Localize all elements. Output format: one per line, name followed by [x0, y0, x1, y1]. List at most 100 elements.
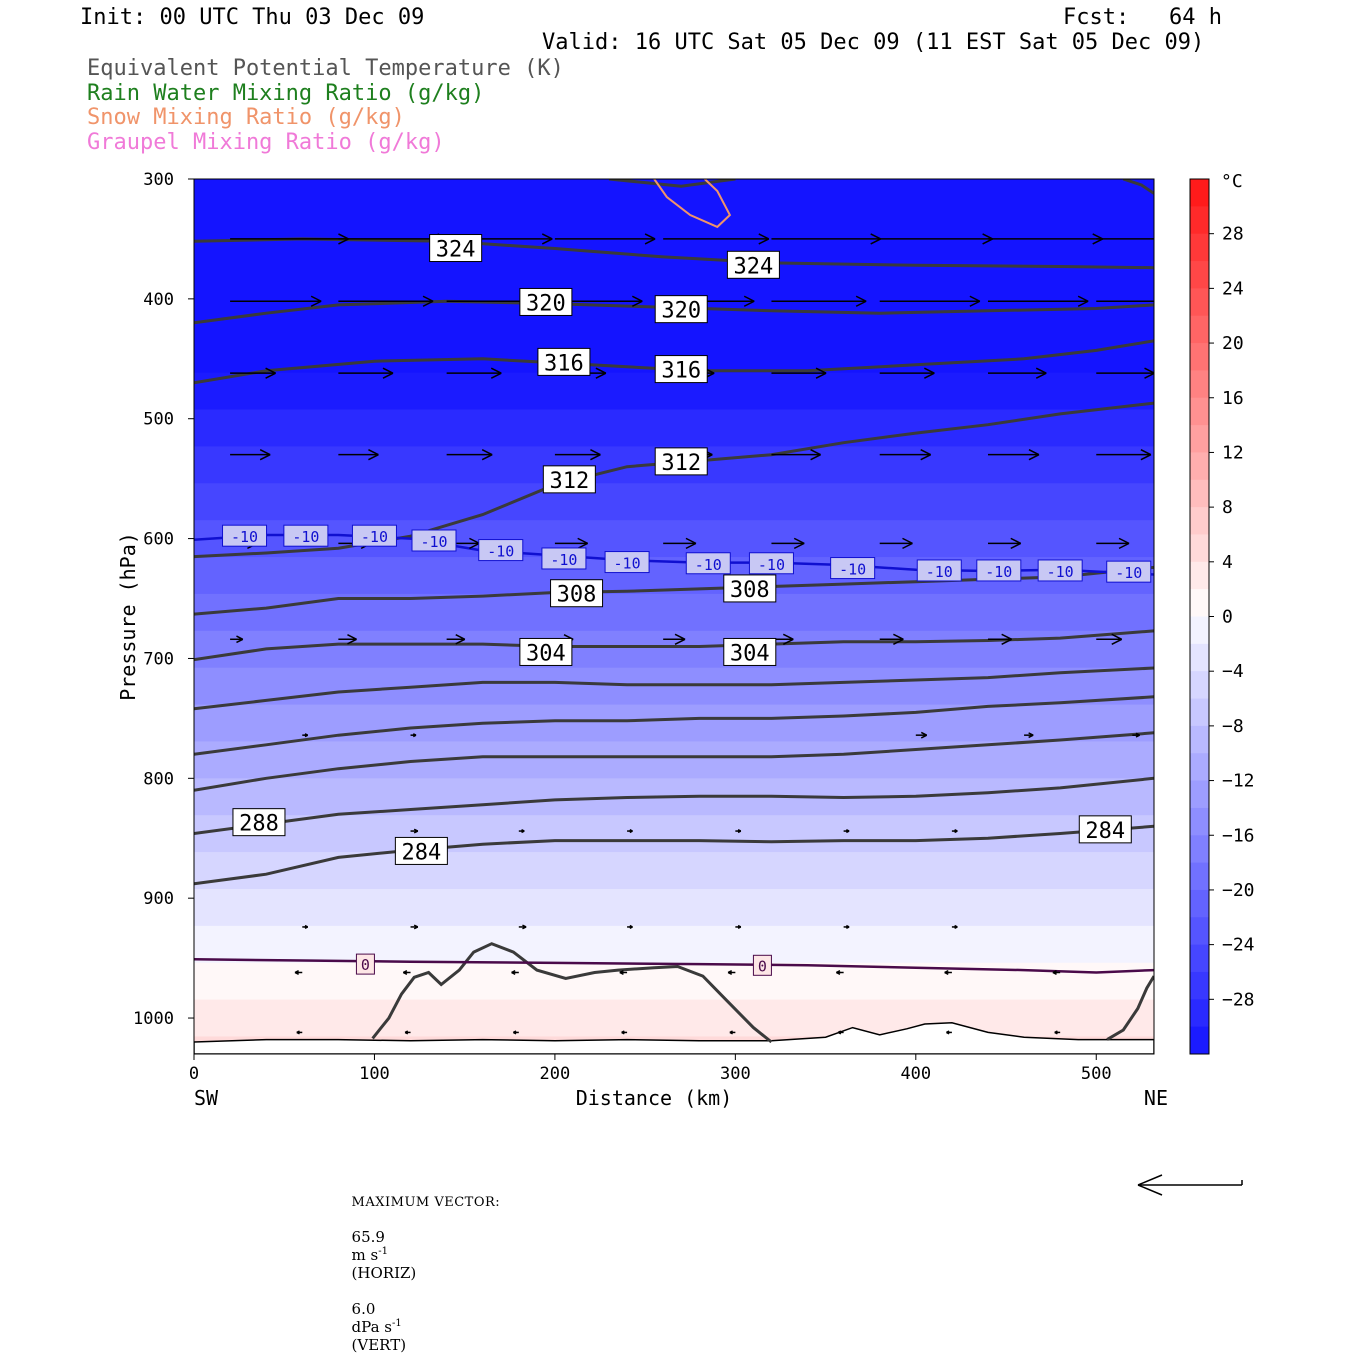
colorbar-band — [1190, 971, 1209, 1000]
isotherm-label-box — [411, 529, 457, 552]
wind-vector — [879, 367, 935, 379]
isotherm-label: -10 — [695, 556, 722, 574]
legend-entry: Equivalent Potential Temperature (K) — [87, 56, 564, 81]
colorbar-band — [1190, 917, 1209, 946]
theta-e-contour-top — [608, 179, 736, 188]
wind-vector — [771, 367, 827, 379]
y-tick-label: 400 — [143, 290, 174, 310]
theta-e-contour-304 — [194, 629, 1154, 662]
theta-e-label: 312 — [661, 451, 701, 476]
wind-vector-head — [1054, 1030, 1058, 1035]
isotherm-label: -10 — [292, 528, 319, 546]
wind-vector-head — [674, 633, 686, 645]
wind-vector-head — [810, 449, 821, 461]
vert-tag: (VERT) — [351, 1336, 407, 1354]
wind-vector — [1096, 238, 1154, 240]
temperature-band — [194, 261, 1154, 300]
colorbar-band — [1190, 425, 1209, 453]
theta-e-label-box — [726, 250, 780, 279]
isotherm-label-box — [478, 539, 524, 562]
theta-e-label: 324 — [436, 238, 476, 263]
isotherm-label-box — [976, 559, 1022, 582]
wind-vector — [513, 1030, 519, 1035]
wind-vector — [1096, 449, 1152, 461]
wind-vector-head — [758, 233, 770, 245]
theta-e-label-box — [232, 808, 286, 837]
wind-vector-head — [629, 924, 633, 929]
wind-vector-head — [595, 367, 607, 379]
wind-vector-head — [629, 829, 633, 834]
colorbar-tick-label: 8 — [1222, 497, 1233, 518]
wind-vector — [1052, 970, 1061, 975]
colorbar-band — [1190, 534, 1209, 563]
isotherm-label: -10 — [1047, 563, 1074, 581]
wind-vector — [338, 295, 434, 307]
max-vector-footer: MAXIMUM VECTOR: 65.9 m s-1 (HORIZ) 6.0 d… — [342, 1174, 500, 1354]
wind-vector — [663, 537, 697, 550]
vert-value: 6.0 — [351, 1300, 376, 1318]
theta-e-label-box — [550, 579, 604, 608]
wind-vector — [1132, 732, 1140, 738]
wind-vector-head — [920, 731, 928, 739]
wind-vector-head — [522, 924, 527, 930]
theta-e-label-box — [519, 637, 573, 666]
wind-vector-head — [1077, 295, 1089, 307]
colorbar-band — [1190, 315, 1209, 344]
theta-e-label: 320 — [661, 299, 701, 324]
wind-vector-head — [513, 1030, 517, 1035]
wind-vector — [338, 634, 357, 645]
colorbar-tick-label: 12 — [1222, 442, 1244, 463]
wind-vector — [338, 449, 379, 461]
valid-time: Valid: 16 UTC Sat 05 Dec 09 (11 EST Sat … — [542, 30, 1205, 55]
isotherm-label-box — [1106, 560, 1152, 583]
wind-vector-head — [521, 829, 525, 834]
isotherm-label-box — [752, 954, 772, 976]
isotherm-label: 0 — [758, 957, 767, 975]
colorbar-band — [1190, 643, 1209, 672]
colorbar-band — [1190, 725, 1209, 754]
wind-vector-head — [954, 924, 958, 929]
colorbar-band — [1190, 561, 1209, 590]
wind-vector-head — [969, 295, 981, 307]
wind-vector-head — [836, 970, 841, 975]
horiz-unit: m s — [351, 1246, 379, 1264]
wind-vector-head — [1028, 449, 1040, 461]
wind-vector-head — [541, 233, 553, 245]
wind-vector — [771, 449, 821, 461]
init-time: Init: 00 UTC Thu 03 Dec 09 — [80, 5, 425, 30]
wind-vector-head — [1092, 233, 1104, 245]
wind-vector — [771, 295, 867, 307]
wind-vector — [951, 924, 958, 929]
wind-vector-head — [1111, 633, 1123, 645]
wind-vector-head — [1140, 449, 1152, 461]
wind-vector — [402, 970, 411, 975]
wind-vector — [518, 924, 527, 930]
wind-vector — [729, 1030, 736, 1035]
wind-vector-head — [619, 970, 624, 975]
wind-vector-head — [294, 970, 299, 975]
theta-e-label: 288 — [239, 812, 279, 837]
wind-vector — [837, 1030, 844, 1035]
wind-vector — [879, 233, 993, 245]
wind-vector — [879, 449, 932, 461]
wind-vector — [987, 367, 1047, 379]
wind-vector-head — [944, 970, 949, 975]
contour-labels: 324 324 320 320 316 316 312 312 308 308 304 304 288 2… — [222, 234, 1152, 976]
wind-vector — [410, 733, 417, 738]
x-tick-label: 500 — [1081, 1064, 1112, 1084]
colorbar-tick-label: 0 — [1222, 607, 1233, 628]
isotherm-label-box — [541, 547, 587, 570]
wind-vector — [987, 295, 1089, 307]
temperature-band — [194, 815, 1154, 853]
isotherm-label-box — [1037, 559, 1083, 582]
theta-e-contour-292 — [194, 731, 1154, 792]
wind-vector-head — [902, 537, 913, 550]
x-tick-label: 300 — [720, 1064, 751, 1084]
theta-e-contour-308 — [194, 565, 1154, 616]
reference-vector-head — [1137, 1174, 1163, 1196]
wind-vector-head — [924, 367, 935, 379]
legend-entry: Snow Mixing Ratio (g/kg) — [87, 105, 405, 131]
isotherm-label-box — [748, 552, 794, 575]
isotherm-label-box — [916, 559, 962, 582]
temperature-band — [194, 520, 1154, 558]
